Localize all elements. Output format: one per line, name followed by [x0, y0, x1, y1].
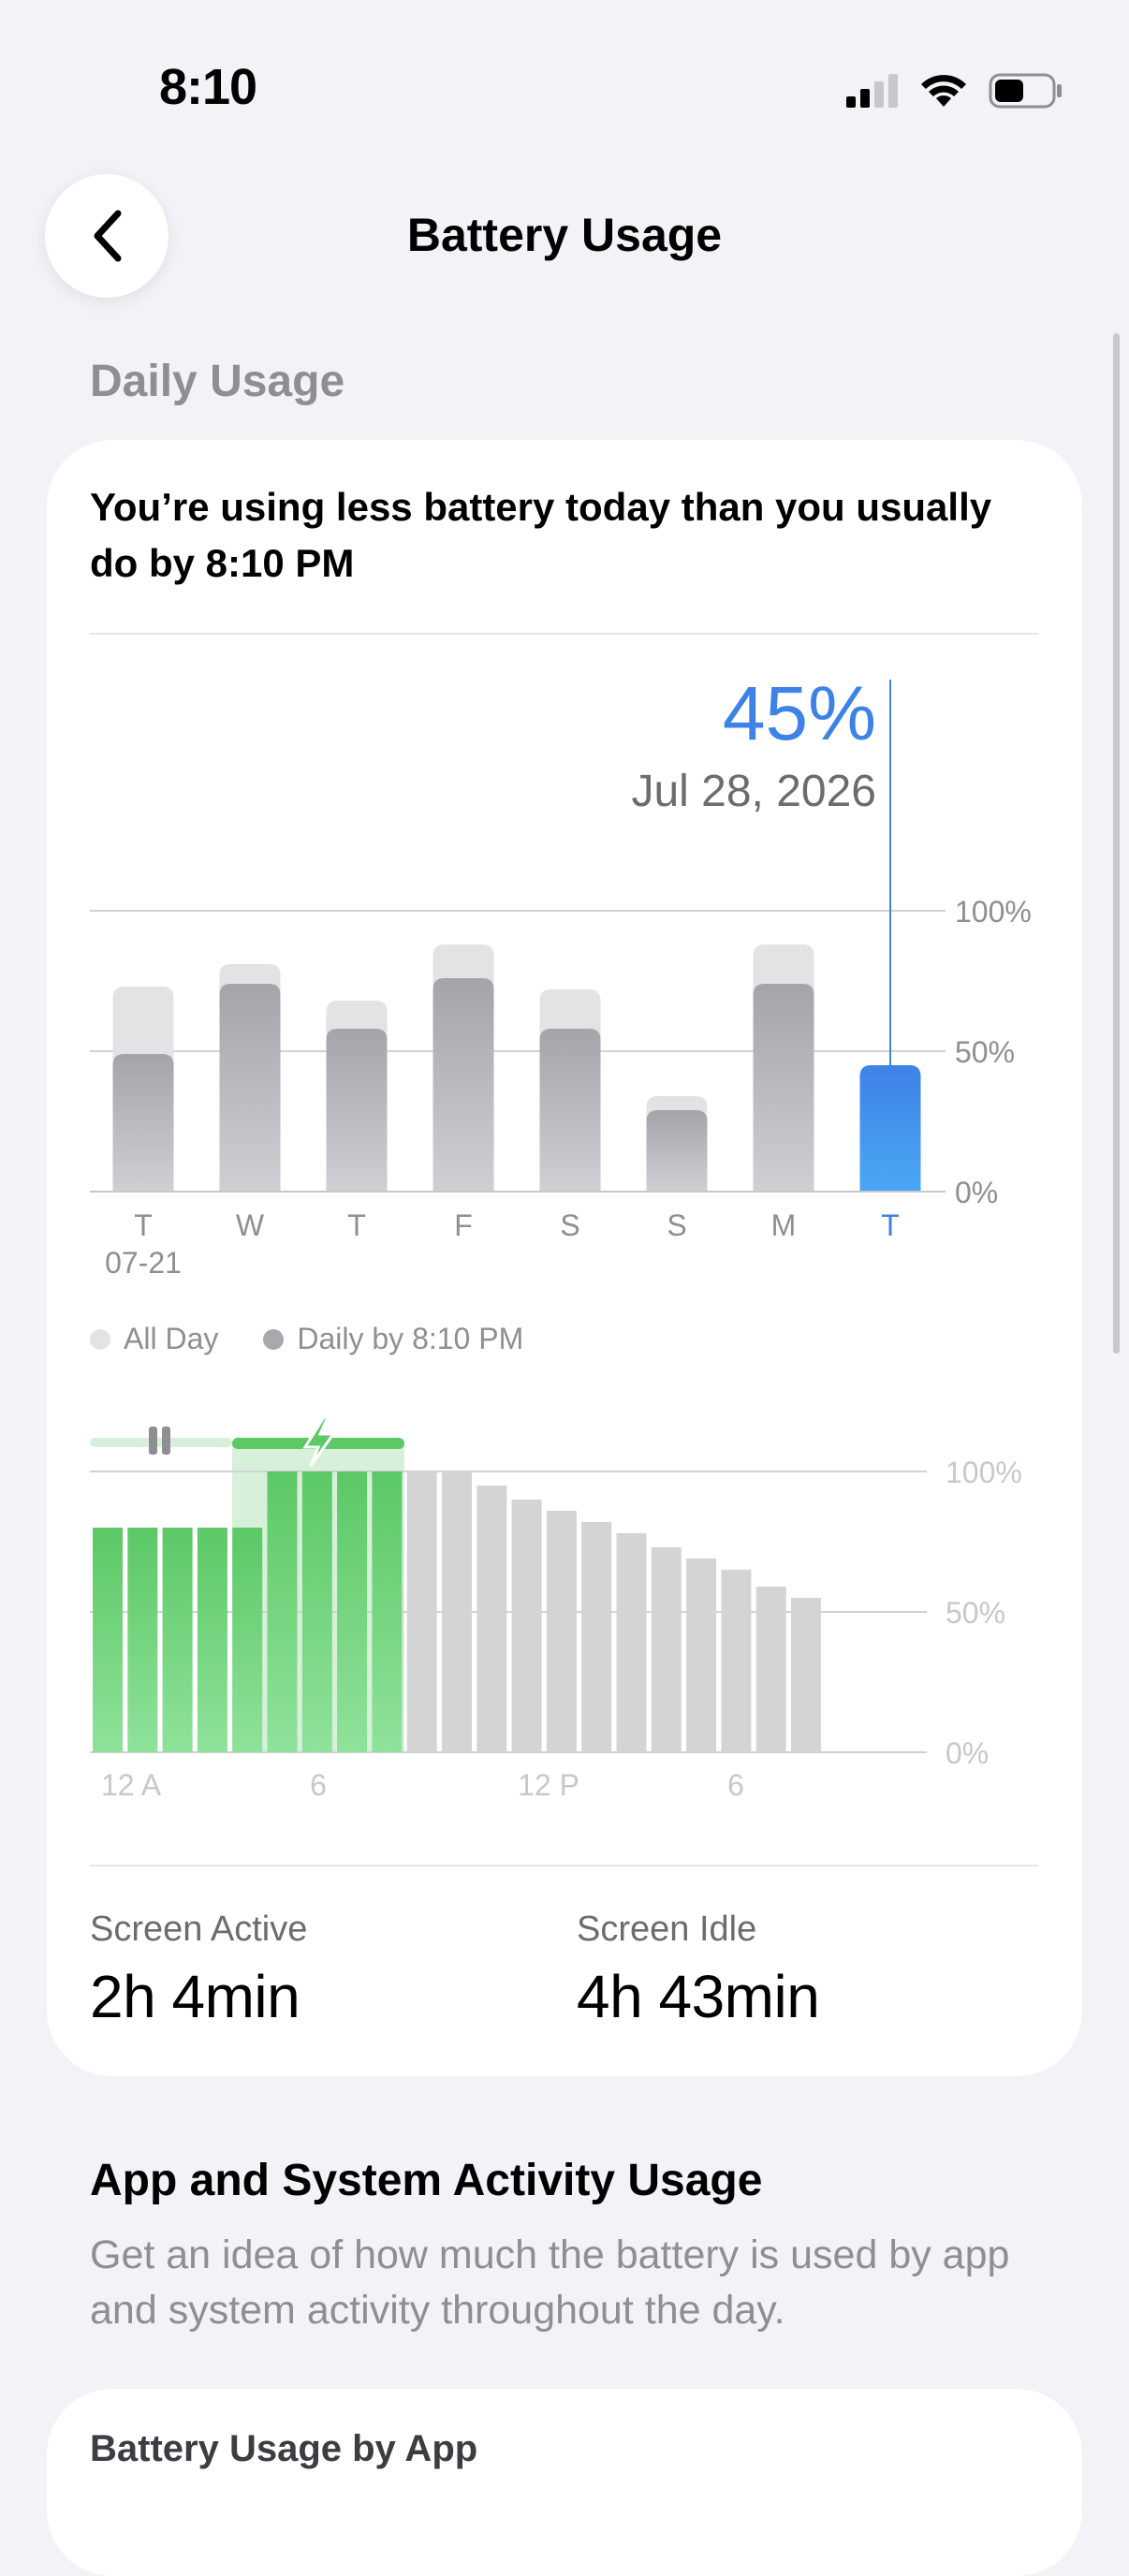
- pause-icon: [149, 1427, 170, 1455]
- scrollbar[interactable]: [1113, 333, 1120, 1354]
- legend-daily-by: Daily by 8:10 PM: [297, 1322, 524, 1355]
- battery-icon: [989, 73, 1062, 109]
- all-day-legend-dot: [90, 1328, 110, 1350]
- y-tick-label: 100%: [955, 895, 1032, 929]
- battery-usage-by-app-card[interactable]: [47, 2389, 1082, 2576]
- x-tick-label: W: [236, 1208, 265, 1242]
- bar-daily: [326, 1029, 388, 1192]
- indicator-track: [90, 1438, 232, 1447]
- daily-by-legend-dot: [263, 1328, 285, 1350]
- usage-headline: You’re using less battery today than you…: [90, 485, 992, 585]
- hour-bar: [686, 1559, 717, 1752]
- hour-bar: [337, 1471, 368, 1752]
- hour-bar: [477, 1486, 507, 1752]
- hour-bar: [127, 1528, 158, 1752]
- x-tick-label: T: [881, 1208, 900, 1242]
- y-tick-label: 100%: [946, 1456, 1022, 1489]
- bar-daily: [753, 984, 814, 1192]
- hour-bar: [93, 1528, 123, 1752]
- screen-idle-value: 4h 43min: [577, 1963, 820, 2030]
- x-tick-label: F: [454, 1208, 473, 1242]
- x-tick-label: 6: [727, 1768, 744, 1802]
- screen-active-label: Screen Active: [90, 1910, 308, 1949]
- y-tick-label: 0%: [946, 1736, 989, 1770]
- hour-bar: [651, 1547, 682, 1752]
- x-tick-sublabel: 07-21: [105, 1246, 182, 1280]
- back-button[interactable]: [45, 174, 169, 298]
- y-tick-label: 50%: [946, 1596, 1005, 1630]
- section-description: Get an idea of how much the battery is u…: [90, 2232, 1010, 2333]
- bar-daily: [112, 1054, 174, 1192]
- hour-bar: [232, 1528, 263, 1752]
- x-tick-label: S: [560, 1208, 579, 1242]
- screen-active-value: 2h 4min: [90, 1963, 301, 2030]
- divider: [90, 633, 1038, 635]
- hour-bar: [162, 1528, 193, 1752]
- hour-bar: [301, 1471, 332, 1752]
- cellular-signal-icon: [846, 74, 898, 108]
- x-tick-label: T: [134, 1208, 153, 1242]
- hour-bar: [406, 1471, 437, 1752]
- hour-bar: [267, 1471, 298, 1752]
- y-tick-label: 50%: [955, 1035, 1015, 1069]
- bar-daily: [539, 1029, 601, 1192]
- hour-bar: [755, 1587, 786, 1752]
- status-time: 8:10: [159, 59, 257, 115]
- hour-bar: [791, 1598, 821, 1752]
- section-title: App and System Activity Usage: [90, 2156, 763, 2205]
- chevron-left-icon: [94, 210, 122, 262]
- selected-percentage: 45%: [722, 671, 876, 756]
- page-title: Battery Usage: [406, 209, 723, 261]
- chart-legend: All Day Daily by 8:10 PM: [90, 1322, 523, 1356]
- status-icons: [846, 67, 1063, 114]
- x-tick-label: S: [667, 1208, 686, 1242]
- weekly-battery-chart[interactable]: 100% 50% 0% T W T F S S M T 07-21: [0, 655, 1129, 1292]
- bar-daily: [646, 1110, 708, 1192]
- daily-usage-card: [47, 440, 1082, 2076]
- hour-bar: [442, 1471, 472, 1752]
- hour-bar: [581, 1522, 612, 1752]
- selected-date: Jul 28, 2026: [631, 767, 876, 816]
- hour-bar: [616, 1533, 647, 1752]
- bar-daily: [433, 978, 494, 1192]
- x-tick-label: 12 P: [518, 1768, 579, 1802]
- wifi-icon: [921, 75, 966, 107]
- y-tick-label: 0%: [955, 1176, 998, 1209]
- x-tick-label: T: [347, 1208, 366, 1242]
- battery-usage-by-app-title: Battery Usage by App: [90, 2428, 478, 2469]
- hour-bar: [546, 1511, 577, 1752]
- divider: [90, 1865, 1038, 1866]
- legend-all-day: All Day: [124, 1322, 219, 1355]
- x-tick-label: M: [771, 1208, 797, 1242]
- x-tick-label: 6: [310, 1768, 327, 1802]
- bar-daily: [219, 984, 281, 1192]
- hour-bar: [511, 1500, 542, 1752]
- bar-selected: [859, 1065, 921, 1192]
- x-tick-label: 12 A: [101, 1768, 162, 1802]
- hour-bar: [721, 1570, 752, 1752]
- hour-bar: [197, 1528, 227, 1752]
- hourly-battery-chart[interactable]: 100% 50% 0% 12 A 6 12 P 6: [0, 1404, 1129, 1816]
- hour-bar: [372, 1471, 403, 1752]
- screen-idle-label: Screen Idle: [577, 1910, 757, 1949]
- daily-usage-label: Daily Usage: [90, 357, 345, 406]
- charging-bolt-icon: [302, 1415, 336, 1467]
